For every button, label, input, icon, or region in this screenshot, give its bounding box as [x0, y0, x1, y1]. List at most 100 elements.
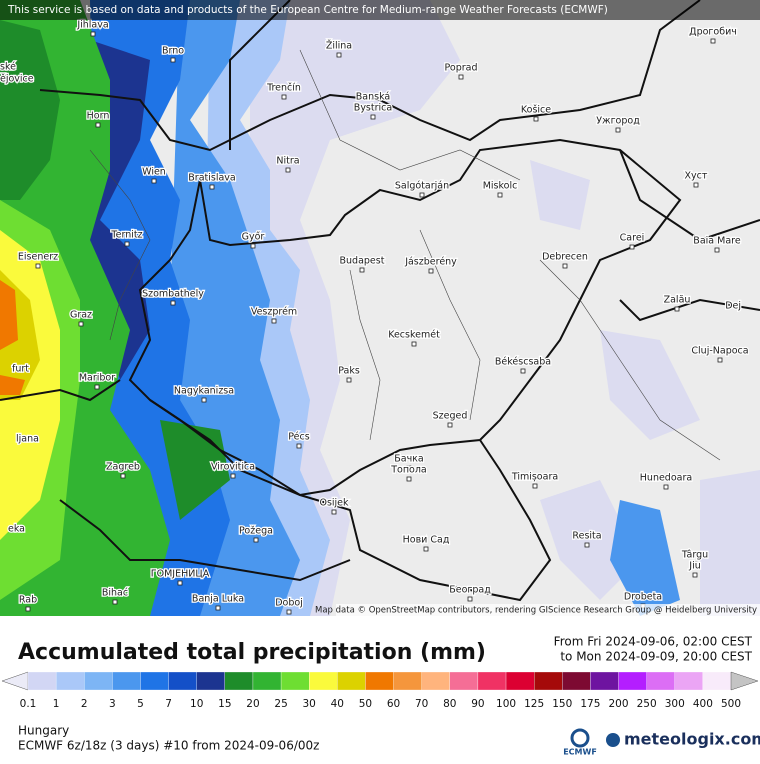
legend: 0.1 1 2 3 5 7 10 15 20 25 30 40 50 60 70 80 90 100 125 150 1… — [1, 671, 759, 710]
meteologix-logo: meteologix.com — [624, 730, 760, 749]
footer: Accumulated total precipitation (mm) Fro… — [1, 635, 760, 757]
legend-swatch — [224, 671, 254, 691]
place-dot — [629, 244, 635, 250]
place-dot — [94, 384, 100, 390]
place-label: Pécs — [288, 432, 309, 443]
place-label: Banská — [356, 92, 390, 103]
place-dot — [406, 476, 412, 482]
legend-swatch — [534, 671, 563, 691]
place-label: Budapest — [340, 256, 385, 267]
place-label: Győr — [242, 232, 265, 243]
place-dot — [346, 377, 352, 383]
place-dot — [562, 263, 568, 269]
legend-swatch — [140, 671, 169, 691]
legend-swatch — [112, 671, 141, 691]
place-label: Baia Mare — [693, 236, 741, 247]
place-label: Kecskemét — [388, 330, 440, 341]
place-dot — [370, 103, 376, 109]
place-dot — [120, 473, 126, 479]
place-dot — [359, 267, 365, 273]
place-dot — [286, 609, 292, 615]
legend-swatch — [562, 671, 591, 691]
legend-label: 300 — [665, 698, 685, 710]
legend-label: 25 — [274, 698, 287, 710]
place-dot — [406, 465, 412, 471]
place-dot — [615, 127, 621, 133]
place-dot — [170, 57, 176, 63]
legend-label: 125 — [524, 698, 544, 710]
precip-area — [610, 500, 680, 616]
date-from: From Fri 2024-09-06, 02:00 CEST — [554, 635, 753, 649]
place-label: Veszprém — [251, 307, 297, 318]
place-label: Jászberény — [404, 257, 457, 268]
legend-swatch — [646, 671, 675, 691]
place-dot — [710, 38, 716, 44]
legend-swatch — [590, 671, 619, 691]
place-dot — [250, 243, 256, 249]
place-label: Ужгород — [596, 116, 640, 127]
place-label: Doboj — [275, 598, 303, 609]
place-label: Топола — [390, 465, 427, 476]
place-dot — [714, 247, 720, 253]
region-lines — [89, 49, 721, 461]
legend-label: 7 — [165, 698, 172, 710]
place-dot — [209, 184, 215, 190]
place-label: Békéscsaba — [495, 357, 551, 368]
place-dot — [331, 509, 337, 515]
place-label: Bihać — [102, 588, 128, 599]
legend-swatch — [196, 671, 225, 691]
title: Accumulated total precipitation (mm) — [18, 640, 486, 665]
place-label: Timișoara — [511, 472, 558, 483]
place-dot — [423, 546, 429, 552]
legend-label: 150 — [552, 698, 572, 710]
place-label: Brno — [162, 46, 184, 57]
legend-label: 2 — [81, 698, 88, 710]
legend-label: 90 — [471, 698, 484, 710]
place-dot — [497, 192, 503, 198]
place-label: Szombathely — [142, 289, 204, 300]
legend-swatch — [84, 671, 113, 691]
place-label: Бачка — [394, 454, 424, 465]
legend-swatch — [393, 671, 422, 691]
place-dot — [428, 268, 434, 274]
place-label: ljana — [16, 434, 39, 445]
legend-swatch — [477, 671, 507, 691]
place-dot — [35, 263, 41, 269]
place-dot — [692, 561, 698, 567]
precip-area — [0, 20, 230, 520]
place-dot — [201, 397, 207, 403]
legend-swatch — [337, 671, 366, 691]
place-dot — [95, 122, 101, 128]
place-label: Ternitz — [110, 230, 142, 241]
legend-swatch — [702, 671, 732, 691]
legend-swatch — [421, 671, 450, 691]
place-dot — [447, 422, 453, 428]
place-label: ějovice — [0, 74, 34, 85]
place-dot — [230, 473, 236, 479]
legend-swatch — [674, 671, 704, 691]
date-to: to Mon 2024-09-09, 20:00 CEST — [560, 650, 752, 664]
legend-label: 0.1 — [20, 698, 37, 710]
place-label: Nagykanizsa — [174, 386, 234, 397]
place-label: ГОМЈЕНИЦА — [151, 569, 210, 580]
place-dot — [467, 596, 473, 602]
place-dot — [25, 606, 31, 612]
place-label: Nitra — [276, 156, 299, 167]
meteologix-icon — [606, 733, 620, 747]
place-label: Graz — [70, 310, 92, 321]
place-dot — [177, 580, 183, 586]
region: Hungary — [18, 724, 69, 738]
attribution: This service is based on data and produc… — [7, 4, 608, 16]
place-label: Horn — [87, 111, 110, 122]
place-label: Rab — [19, 595, 37, 606]
legend-label: 5 — [137, 698, 144, 710]
place-dot — [112, 599, 118, 605]
ecmwf-logo: ECMWF — [563, 748, 597, 757]
place-dot — [458, 74, 464, 80]
legend-label: 15 — [218, 698, 231, 710]
legend-label: 3 — [109, 698, 116, 710]
place-label: Bystrica — [354, 103, 392, 114]
